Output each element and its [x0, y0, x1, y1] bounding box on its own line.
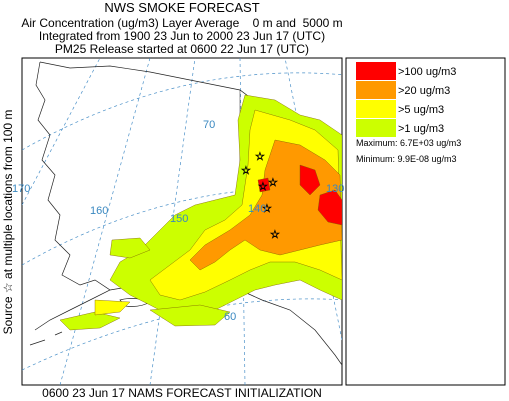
svg-text:☆: ☆ [262, 203, 272, 215]
smoke-plumes [59, 94, 342, 331]
grid-label: 70 [203, 119, 215, 131]
source-markers: ☆☆☆ ☆☆☆ [241, 151, 281, 242]
svg-text:☆: ☆ [270, 229, 280, 241]
smoke-plume [94, 299, 131, 316]
legend: Maximum: 6.7E+03 ug/m3 Minimum: 9.9E-08 … [345, 57, 506, 386]
smoke-plume [317, 189, 342, 226]
map: ☆☆☆ ☆☆☆ 170 160 150 140 130 70 60 [12, 57, 344, 386]
legend-swatch [356, 119, 396, 137]
smoke-plume [149, 304, 231, 327]
legend-swatch [356, 100, 396, 118]
source-label: Source ☆ at multiple locations from 100 … [1, 110, 15, 335]
title: NWS SMOKE FORECAST [104, 0, 259, 15]
legend-swatch [356, 62, 396, 80]
grid-label: 160 [90, 205, 108, 217]
grid-label: 170 [12, 183, 30, 195]
grid-label: 150 [170, 213, 188, 225]
smoke-plume [59, 311, 121, 331]
legend-swatch [356, 81, 396, 99]
longitude-line [59, 58, 151, 385]
smoke-plume [299, 164, 321, 196]
legend-label: >20 ug/m3 [398, 85, 450, 97]
grid-label: 130 [326, 183, 344, 195]
grid-label: 60 [224, 311, 236, 323]
header-line: PM25 Release started at 0600 22 Jun 17 (… [55, 42, 309, 56]
longitude-line [22, 58, 101, 206]
footer: 0600 23 Jun 17 NAMS FORECAST INITIALIZAT… [42, 386, 322, 400]
legend-label: >1 ug/m3 [398, 123, 444, 135]
svg-text:☆: ☆ [258, 181, 268, 193]
smoke-plume [257, 177, 271, 193]
smoke-plume [109, 237, 151, 259]
grid-label: 140 [248, 203, 266, 215]
longitude-line [149, 58, 196, 385]
header-line: Air Concentration (ug/m3) Layer Average … [21, 16, 342, 30]
minimum: Minimum: 9.9E-08 ug/m3 [356, 154, 457, 164]
svg-text:☆: ☆ [241, 165, 251, 177]
header-line: Integrated from 1900 23 Jun to 2000 23 J… [39, 29, 325, 43]
svg-text:☆: ☆ [268, 177, 278, 189]
svg-text:☆: ☆ [255, 151, 265, 163]
maximum: Maximum: 6.7E+03 ug/m3 [356, 138, 461, 148]
legend-label: >100 ug/m3 [398, 66, 456, 78]
legend-label: >5 ug/m3 [398, 104, 444, 116]
